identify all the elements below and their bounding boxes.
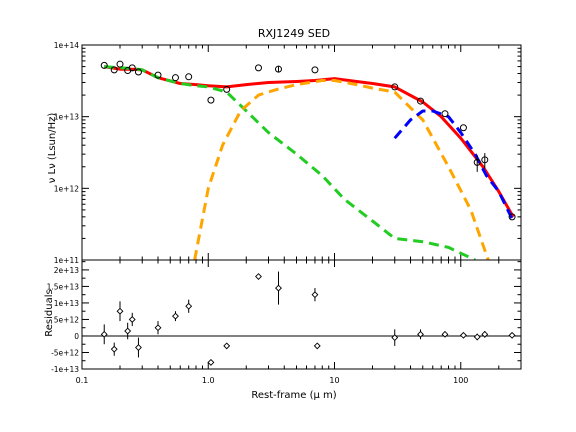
observed-point bbox=[508, 213, 516, 221]
sed-y-tick-label: 1e+12 bbox=[54, 184, 79, 193]
residual-point bbox=[441, 330, 449, 338]
observed-point bbox=[110, 66, 118, 74]
observed-point bbox=[274, 65, 282, 73]
observed-point bbox=[473, 158, 481, 166]
residual-point bbox=[172, 312, 179, 320]
observed-point bbox=[100, 61, 108, 69]
residual-point bbox=[185, 302, 193, 310]
residual-point bbox=[124, 327, 132, 335]
observed-point bbox=[171, 74, 179, 82]
sed-y-tick-label: 1e+13 bbox=[54, 113, 79, 122]
residuals-y-tick-label: 1e+13 bbox=[54, 299, 79, 308]
residual-point bbox=[313, 342, 321, 350]
residuals-y-tick-label: 0 bbox=[74, 332, 79, 341]
residual-point bbox=[481, 330, 489, 338]
sed-plot-frame bbox=[81, 44, 522, 261]
residual-point bbox=[223, 342, 231, 350]
residual-point bbox=[255, 273, 262, 280]
observed-point bbox=[417, 97, 425, 105]
sed-y-tick-label: 1e+11 bbox=[54, 256, 79, 265]
residuals-y-tick-label: -5e+12 bbox=[51, 348, 79, 357]
residual-point bbox=[275, 284, 282, 292]
residual-point bbox=[417, 330, 424, 338]
sed-panel: 1e+11 1e+12 1e+13 1e+14 bbox=[54, 41, 522, 265]
residuals-y-tick-label: 5e+12 bbox=[54, 315, 79, 324]
model-curve-2 bbox=[193, 79, 490, 260]
model-curve-0 bbox=[103, 65, 515, 218]
observed-point bbox=[116, 60, 124, 68]
observed-point bbox=[391, 83, 399, 91]
residuals-y-tick-label: 1.5e+13 bbox=[47, 282, 80, 291]
residual-point bbox=[508, 331, 516, 339]
x-axis-label: Rest-frame (μ m) bbox=[251, 390, 336, 401]
sed-y-tick-label: 1e+14 bbox=[54, 41, 79, 50]
observed-point bbox=[185, 73, 193, 81]
residuals-panel: -1e+13 -5e+12 0 5e+12 1e+13 1.5e+13 2e+13 0.1 1.… bbox=[47, 259, 522, 385]
observed-point bbox=[441, 110, 449, 118]
chart-title: RXJ1249 SED bbox=[258, 27, 330, 40]
observed-point bbox=[311, 66, 319, 74]
residual-point bbox=[473, 333, 481, 341]
x-tick-label: 1.0 bbox=[202, 376, 215, 385]
residual-point bbox=[154, 324, 162, 332]
residuals-y-tick-label: -1e+13 bbox=[51, 365, 79, 374]
observed-point bbox=[254, 64, 262, 72]
observed-point bbox=[134, 68, 142, 76]
residual-point bbox=[128, 316, 136, 323]
x-tick-label: 10 bbox=[329, 376, 339, 385]
residual-point bbox=[460, 331, 467, 339]
observed-point bbox=[128, 64, 136, 72]
model-curve-3 bbox=[393, 109, 515, 222]
residual-point bbox=[100, 330, 108, 338]
observed-point bbox=[207, 96, 215, 104]
residuals-y-tick-label: 2e+13 bbox=[54, 266, 79, 275]
x-tick-label: 0.1 bbox=[76, 376, 89, 385]
residual-point bbox=[391, 334, 399, 342]
residual-point bbox=[311, 291, 319, 299]
observed-point bbox=[154, 71, 162, 79]
residual-point bbox=[116, 307, 124, 315]
model-curve-1 bbox=[104, 65, 476, 260]
residuals-y-axis-label: Residuals bbox=[44, 289, 55, 336]
residuals-plot-frame bbox=[81, 259, 522, 370]
observed-point bbox=[481, 156, 489, 164]
residual-point bbox=[207, 358, 215, 366]
x-tick-label: 100 bbox=[453, 376, 468, 385]
residual-point bbox=[135, 344, 142, 351]
observed-point bbox=[223, 85, 231, 93]
residual-point bbox=[110, 345, 118, 353]
sed-y-axis-label: ν Lν (Lsun/Hz) bbox=[47, 113, 58, 184]
observed-point bbox=[459, 124, 467, 132]
